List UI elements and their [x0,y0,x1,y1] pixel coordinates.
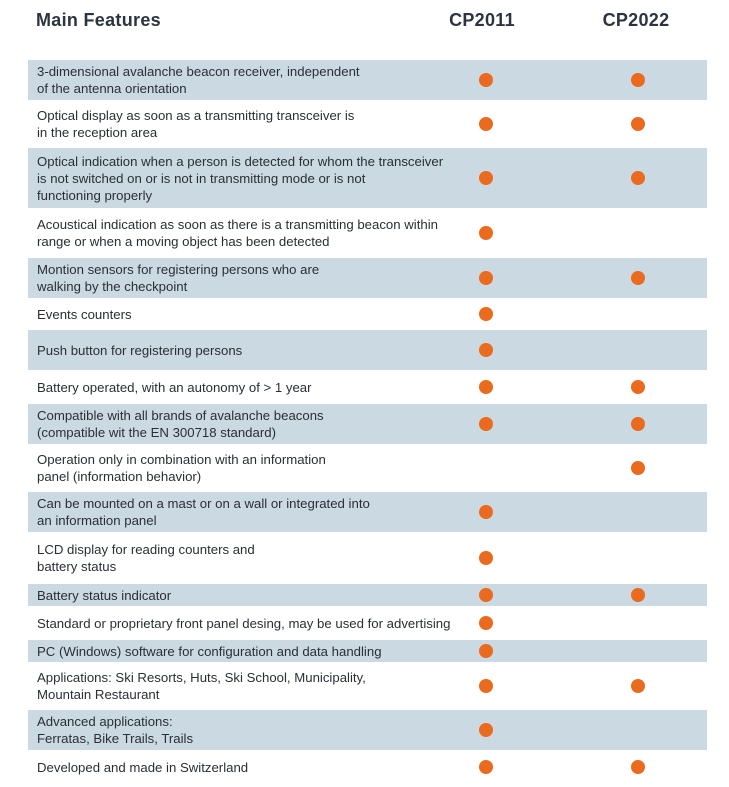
table-row: Push button for registering persons [28,330,707,370]
feature-label: Applications: Ski Resorts, Huts, Ski Sch… [37,670,366,702]
feature-label: Can be mounted on a mast or on a wall or… [37,496,370,528]
main-features-heading: Main Features [36,10,161,30]
cp2011-feature-dot-icon [479,505,493,519]
feature-label: Optical indication when a person is dete… [37,153,444,203]
cp2022-column-heading: CP2022 [602,10,670,30]
table-row: 3-dimensional avalanche beacon receiver,… [28,60,707,100]
table-row: Compatible with all brands of avalanche … [28,404,707,444]
cp2011-feature-dot-icon [479,616,493,630]
table-row: Acoustical indication as soon as there i… [28,208,707,258]
cp2011-feature-dot-icon [479,226,493,240]
cp2022-feature-dot-icon [631,117,645,131]
cp2011-feature-dot-icon [479,73,493,87]
feature-label: Acoustical indication as soon as there i… [37,217,438,249]
cp2011-feature-dot-icon [479,380,493,394]
feature-label: Events counters [37,306,132,322]
table-row: Developed and made in Switzerland [28,750,707,784]
cp2011-feature-dot-icon [479,271,493,285]
cp2022-feature-dot-icon [631,73,645,87]
cp2011-feature-dot-icon [479,417,493,431]
table-row: Optical indication when a person is dete… [28,148,707,208]
cp2011-feature-dot-icon [479,723,493,737]
feature-label: Compatible with all brands of avalanche … [37,408,324,440]
cp2011-feature-dot-icon [479,679,493,693]
cp2011-feature-dot-icon [479,644,493,658]
feature-label: LCD display for reading counters and bat… [37,542,255,574]
feature-label: Battery operated, with an autonomy of > … [37,379,312,395]
cp2011-feature-dot-icon [479,760,493,774]
cp2022-feature-dot-icon [631,417,645,431]
cp2011-feature-dot-icon [479,551,493,565]
table-row: LCD display for reading counters and bat… [28,532,707,584]
cp2011-feature-dot-icon [479,588,493,602]
table-row: Montion sensors for registering persons … [28,258,707,298]
table-row: PC (Windows) software for configuration … [28,640,707,662]
cp2022-feature-dot-icon [631,271,645,285]
cp2022-feature-dot-icon [631,679,645,693]
cp2011-feature-dot-icon [479,307,493,321]
table-row: Can be mounted on a mast or on a wall or… [28,492,707,532]
cp2011-feature-dot-icon [479,343,493,357]
feature-label: PC (Windows) software for configuration … [37,643,382,659]
table-row: Battery status indicator [28,584,707,606]
feature-label: 3-dimensional avalanche beacon receiver,… [37,64,360,96]
table-row: Standard or proprietary front panel desi… [28,606,707,640]
table-row: Applications: Ski Resorts, Huts, Ski Sch… [28,662,707,710]
table-row: Events counters [28,298,707,330]
table-row: Battery operated, with an autonomy of > … [28,370,707,404]
cp2022-feature-dot-icon [631,171,645,185]
table-row: Optical display as soon as a transmittin… [28,100,707,148]
table-row: Advanced applications: Ferratas, Bike Tr… [28,710,707,750]
cp2011-feature-dot-icon [479,117,493,131]
feature-label: Developed and made in Switzerland [37,759,249,775]
table-row: Operation only in combination with an in… [28,444,707,492]
feature-label: Push button for registering persons [37,342,243,358]
feature-label: Battery status indicator [37,587,172,603]
cp2022-feature-dot-icon [631,380,645,394]
cp2011-column-heading: CP2011 [449,10,515,30]
feature-label: Standard or proprietary front panel desi… [37,615,451,631]
cp2011-feature-dot-icon [479,171,493,185]
table-header: Main Features CP2011 CP2022 [0,0,729,58]
cp2022-feature-dot-icon [631,461,645,475]
cp2022-feature-dot-icon [631,760,645,774]
cp2022-feature-dot-icon [631,588,645,602]
feature-label: Advanced applications: Ferratas, Bike Tr… [37,714,194,746]
feature-label: Operation only in combination with an in… [37,452,326,484]
feature-label: Montion sensors for registering persons … [37,262,320,294]
feature-label: Optical display as soon as a transmittin… [37,108,355,140]
